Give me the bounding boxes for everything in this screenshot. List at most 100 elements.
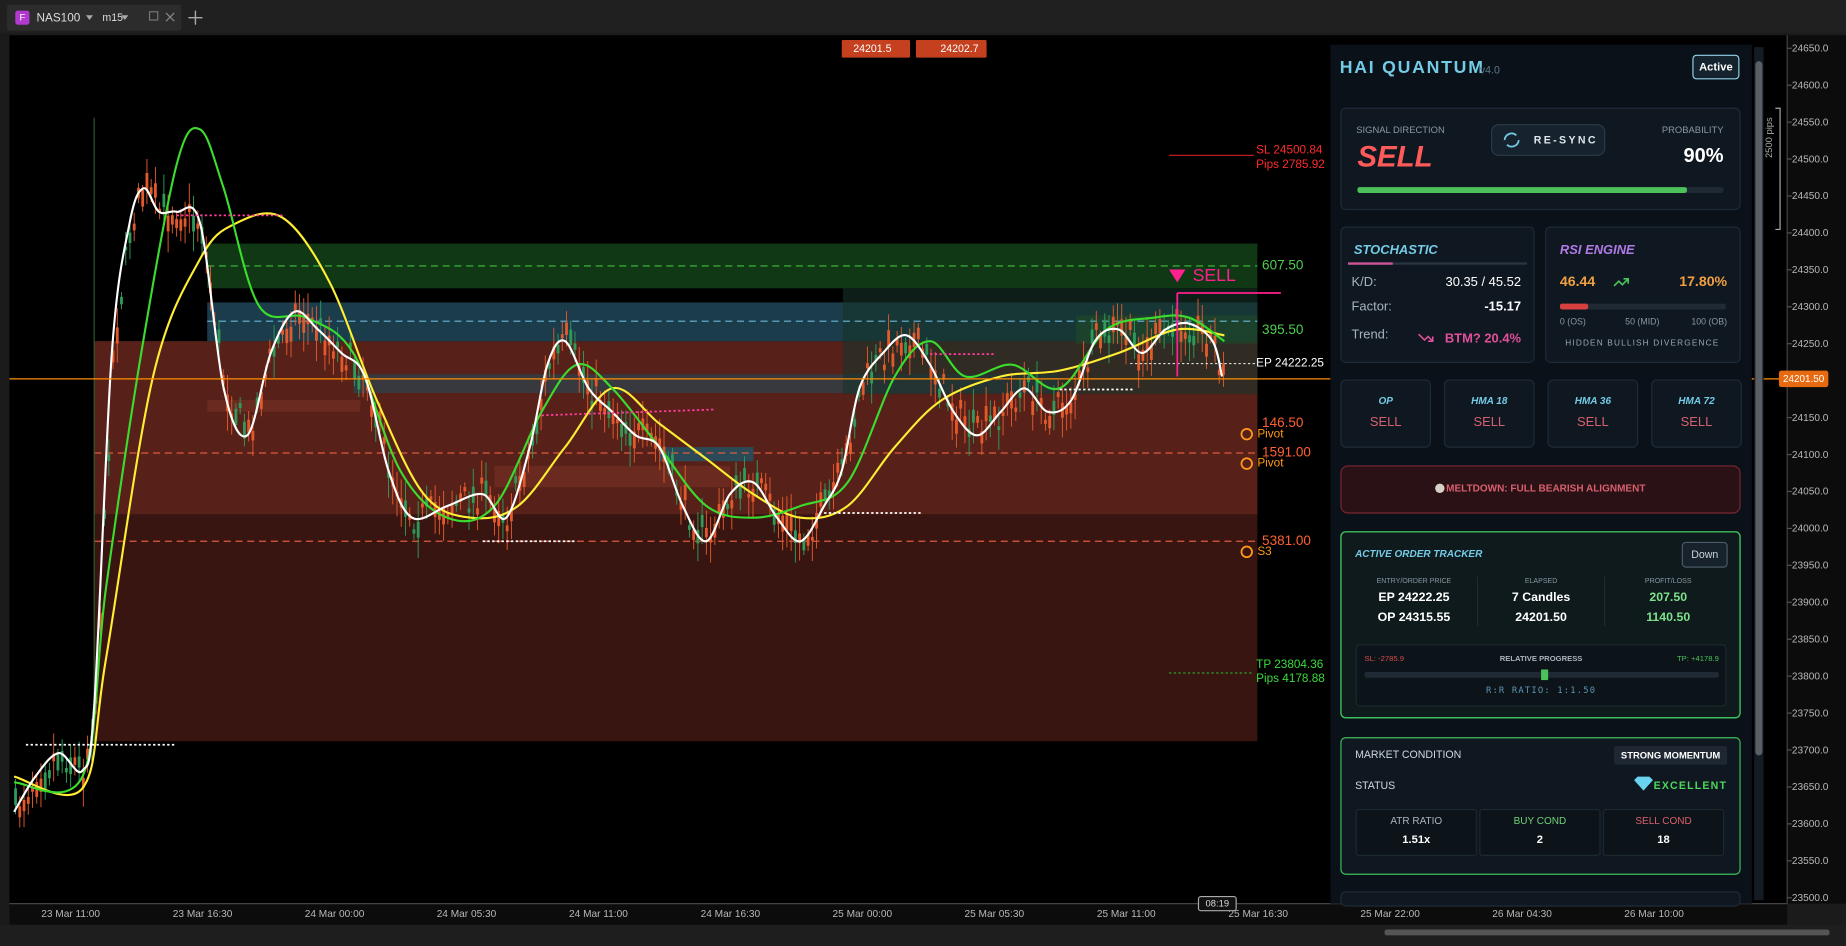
candle-body (768, 493, 772, 501)
shape[interactable] (1681, 541, 1728, 568)
candle-body (709, 536, 713, 543)
indicator-line (13, 187, 1224, 813)
candle-body (666, 456, 670, 470)
candle-body (26, 796, 30, 804)
scrollbar-thumb[interactable] (1384, 929, 1830, 936)
candle-body (1192, 335, 1196, 346)
panel-scroll-thumb[interactable] (1755, 61, 1763, 756)
down-label[interactable]: Down (1691, 549, 1718, 561)
factor-value: -15.17 (1484, 299, 1521, 314)
candle-body (357, 375, 361, 390)
candle-body (679, 501, 683, 510)
candle-body (993, 406, 996, 420)
candle-body (594, 378, 598, 387)
down-button[interactable]: Down (1681, 541, 1728, 568)
candle-body (289, 326, 293, 342)
active-label[interactable]: Active (1699, 62, 1733, 74)
tab[interactable]: F NAS100 m15 (7, 4, 182, 31)
shape (541, 408, 716, 417)
candle-body (599, 399, 602, 412)
price-label: 24100.0 (1792, 450, 1829, 461)
shape[interactable] (1491, 124, 1606, 156)
candle-body (421, 503, 424, 508)
tracker-head: PROFIT/LOSS (1645, 578, 1692, 585)
candle-body (387, 471, 390, 479)
candle-body (615, 419, 619, 424)
shape[interactable] (1692, 54, 1740, 80)
candle-body (984, 405, 988, 422)
candle-body (916, 327, 920, 340)
tab-close[interactable] (165, 12, 175, 22)
shape[interactable] (85, 15, 94, 21)
candle-body (874, 354, 878, 361)
shape[interactable] (148, 11, 159, 21)
candle-body (895, 338, 899, 346)
sell-signal: SELL (1193, 265, 1236, 285)
candle-body (688, 525, 691, 530)
resync-label[interactable]: RE-SYNC (1534, 134, 1598, 146)
candle-body (955, 419, 958, 434)
indicator-name: HMA 18 (1471, 396, 1508, 407)
tracker-value: 7 Candles (1512, 590, 1570, 604)
tab-symbol[interactable]: NAS100 (36, 11, 80, 24)
dotted-levels (25, 214, 1255, 746)
time-axis-labels: 23 Mar 11:00 23 Mar 16:30 24 Mar 00:00 24 M… (41, 909, 1684, 920)
candle-body (145, 173, 149, 191)
candle-body (866, 363, 869, 369)
candle-body (531, 436, 535, 446)
meltdown-banner (1340, 465, 1741, 514)
candle-body (1073, 393, 1077, 400)
factor-label: Factor: (1352, 299, 1392, 314)
candle-body (293, 303, 297, 313)
candle-body (323, 340, 327, 356)
zone-label: 607.50 (1262, 257, 1303, 272)
candle-body (463, 487, 467, 492)
resync-button[interactable]: RE-SYNC (1491, 124, 1606, 156)
candle-body (1090, 329, 1094, 344)
indicator-line (13, 212, 1225, 796)
panel-title: HAI QUANTUM (1340, 57, 1485, 77)
candle-body (120, 296, 123, 305)
candle-body (255, 397, 259, 408)
indicator-name: OP (1378, 396, 1393, 407)
shape[interactable] (121, 15, 129, 21)
candle-body (382, 437, 386, 444)
candle-body (963, 416, 967, 429)
candle-body (378, 411, 382, 424)
candle-body (153, 183, 157, 198)
active-button[interactable]: Active (1692, 54, 1740, 80)
tracker-value: OP 24315.55 (1378, 610, 1451, 624)
candle-body (573, 343, 577, 350)
candle-body (1099, 335, 1102, 349)
shape[interactable] (15, 10, 30, 25)
momentum-badge (1614, 745, 1728, 765)
pivot-label: Pivot (1257, 457, 1284, 470)
rsi-title: RSI ENGINE (1560, 242, 1635, 257)
indicator-card (1651, 379, 1742, 448)
new-tab[interactable] (188, 10, 203, 25)
candle-body (611, 413, 615, 424)
price-label: 24250.0 (1792, 339, 1829, 350)
candle-body (315, 326, 318, 341)
shape[interactable] (1503, 132, 1520, 148)
rsi-scale: 0 (OS) (1560, 317, 1586, 327)
indicator-line (14, 126, 1225, 794)
candle-body (857, 390, 861, 397)
market-title: MARKET CONDITION (1355, 749, 1461, 761)
tp-pips: Pips 4178.88 (1256, 672, 1325, 685)
time-label: 24 Mar 11:00 (569, 909, 628, 920)
candle-body (810, 536, 814, 541)
candle-body (1179, 330, 1183, 342)
progress-marker (1541, 669, 1549, 681)
tab-icon[interactable]: F (19, 12, 25, 23)
tab-timeframe[interactable]: m15 (102, 12, 123, 24)
time-label: 25 Mar 22:00 (1360, 909, 1420, 920)
tracker-title: ACTIVE ORDER TRACKER (1354, 549, 1483, 560)
candle-body (836, 462, 840, 473)
candle-body (175, 218, 179, 229)
shape (207, 400, 361, 412)
shape[interactable] (7, 4, 182, 31)
price-axis (1787, 35, 1846, 904)
